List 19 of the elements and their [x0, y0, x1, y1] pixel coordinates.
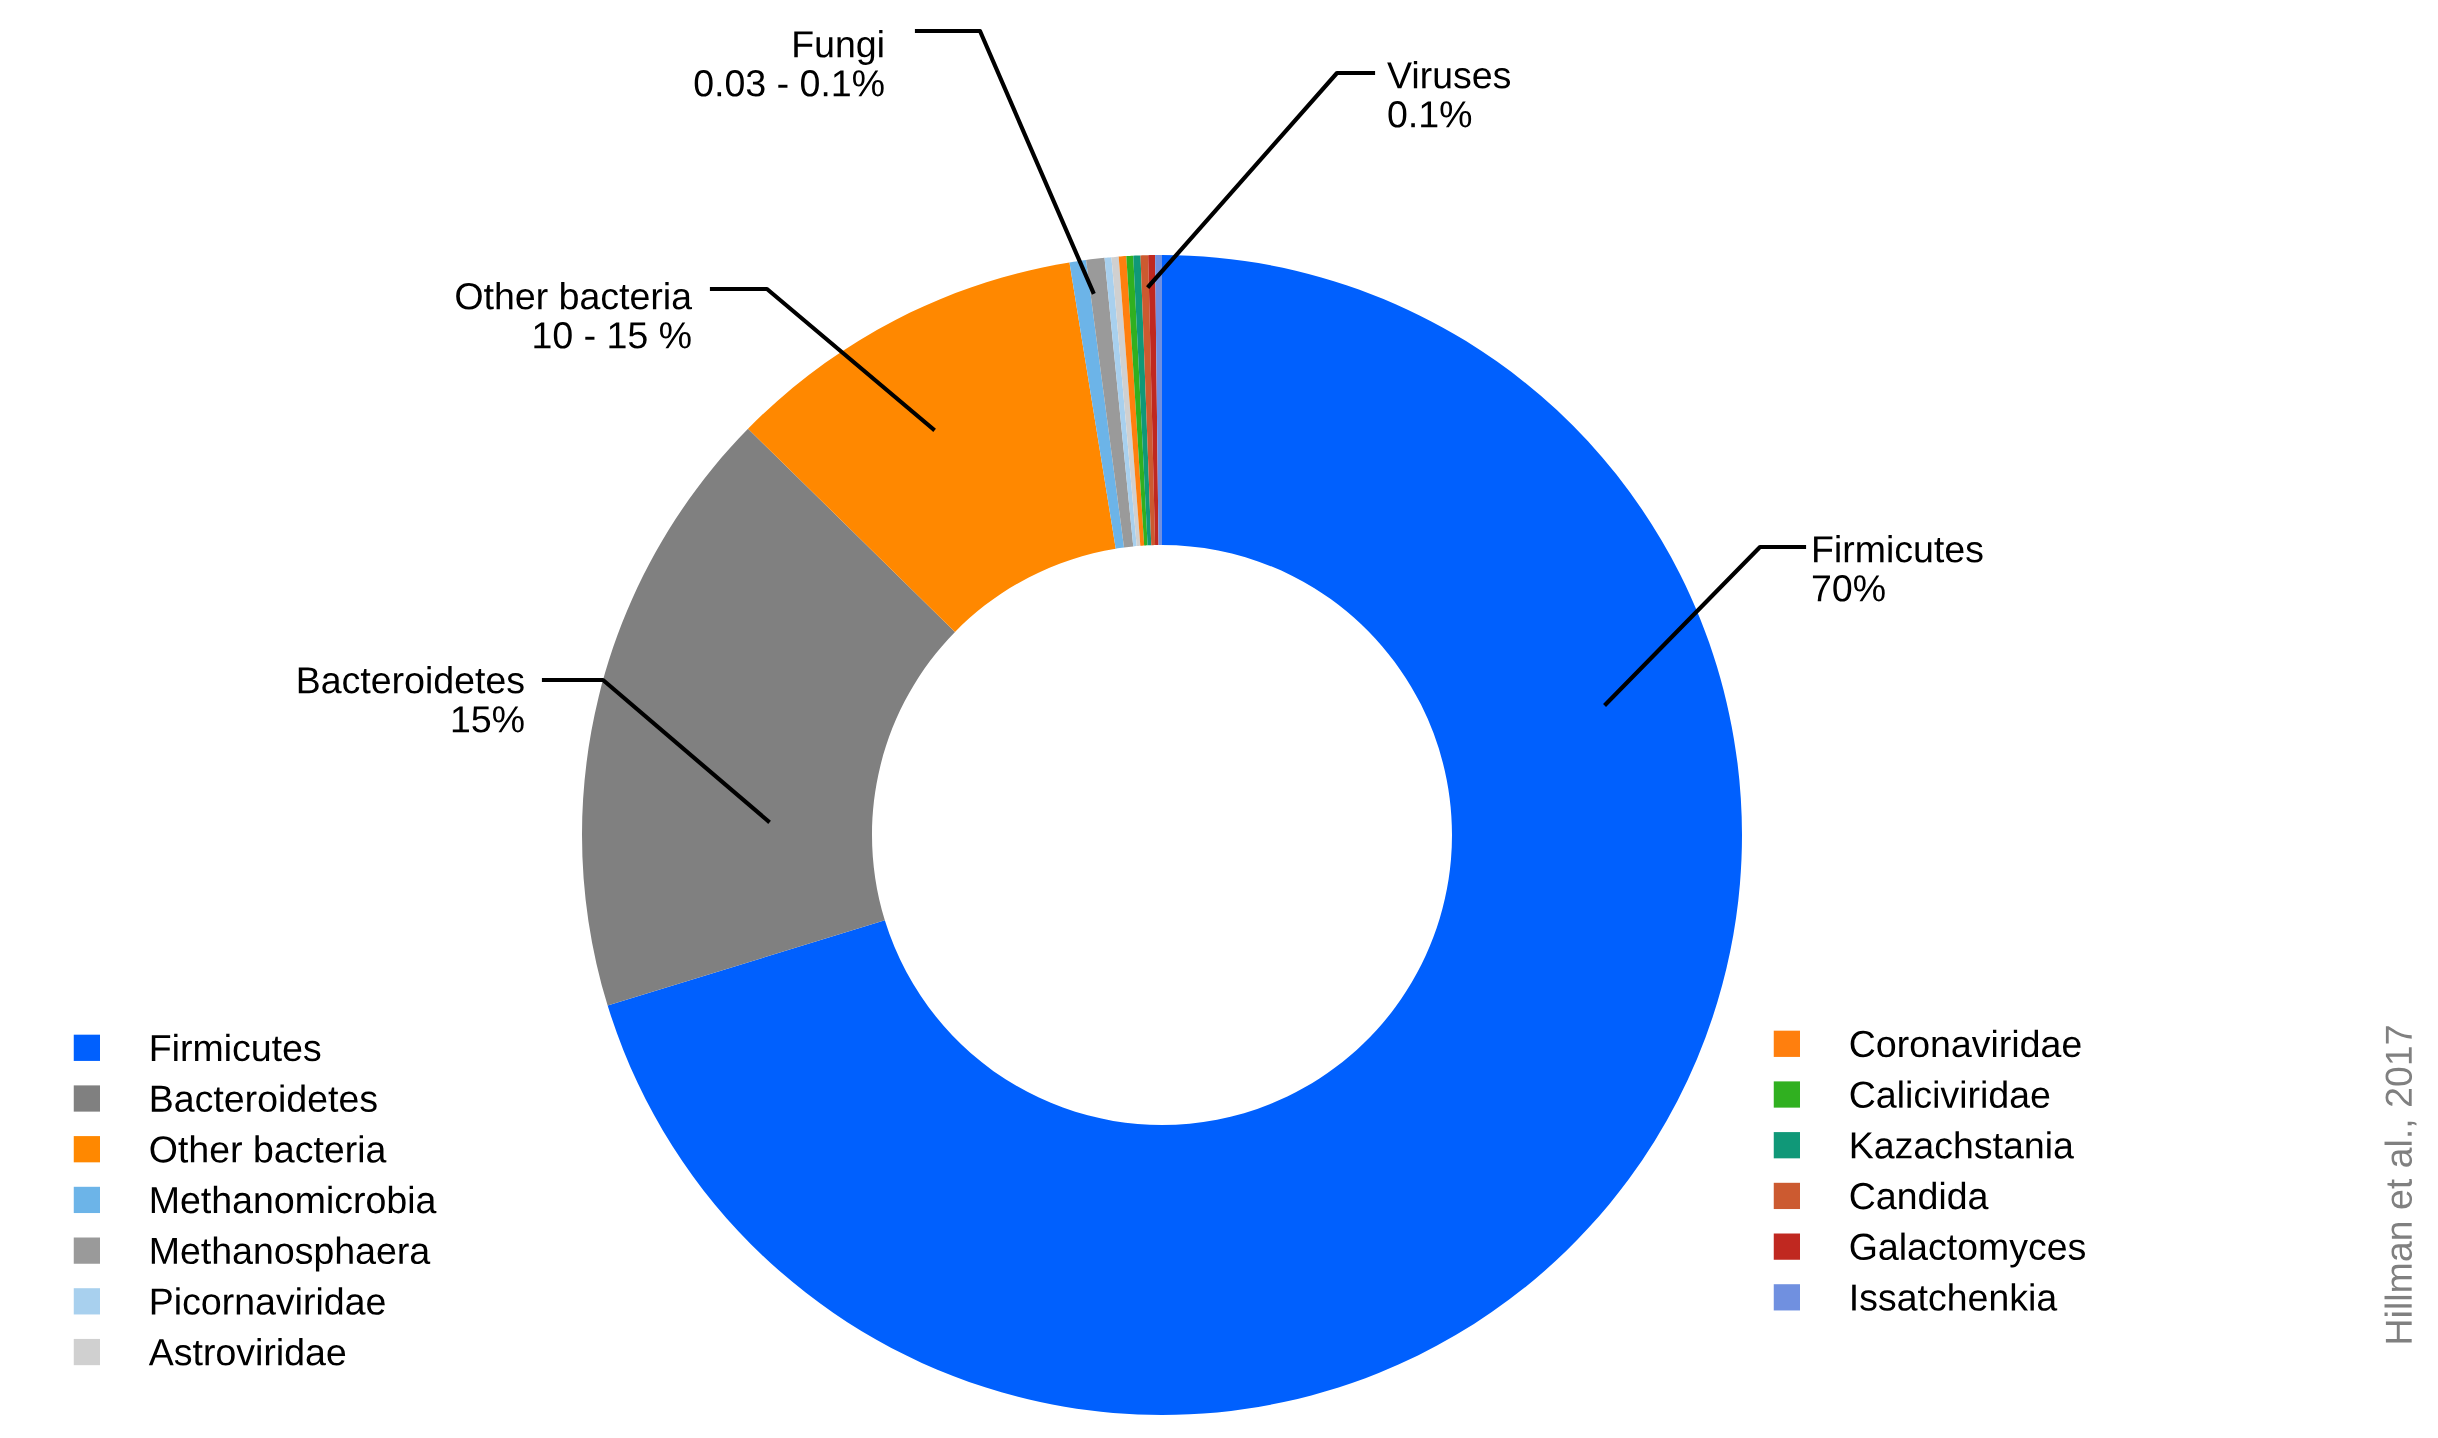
legend-label: Methanomicrobia — [151, 1185, 437, 1214]
legend-label: Issatchenkia — [1852, 1283, 2058, 1311]
text: Bacteroidetes 15% — [298, 666, 524, 733]
legend-label: Galactomyces — [1850, 1232, 2085, 1268]
text: Other bacteria 10 - 15 % — [456, 282, 693, 349]
legend-label: Astroviridae — [148, 1337, 346, 1366]
legend-label: Candida — [1850, 1181, 1989, 1210]
legend-label: Bacteroidetes — [151, 1084, 377, 1112]
text: Firmicutes 70% — [1812, 535, 1983, 602]
text: Viruses 0.1% — [1387, 61, 1511, 128]
legend-label: Kazachstania — [1851, 1131, 2074, 1159]
legend-label: Caliciviridae — [1850, 1080, 2050, 1108]
legend-label: Methanosphaera — [151, 1236, 431, 1272]
legend-label: Picornaviridae — [151, 1287, 385, 1315]
text: Hillman et al., 2017 — [2384, 1026, 2417, 1343]
legend-label: Coronaviridae — [1850, 1029, 2081, 1058]
legend-label: Firmicutes — [151, 1033, 321, 1062]
legend-label: Other bacteria — [150, 1135, 387, 1163]
text: Fungi 0.03 - 0.1% — [694, 30, 884, 97]
